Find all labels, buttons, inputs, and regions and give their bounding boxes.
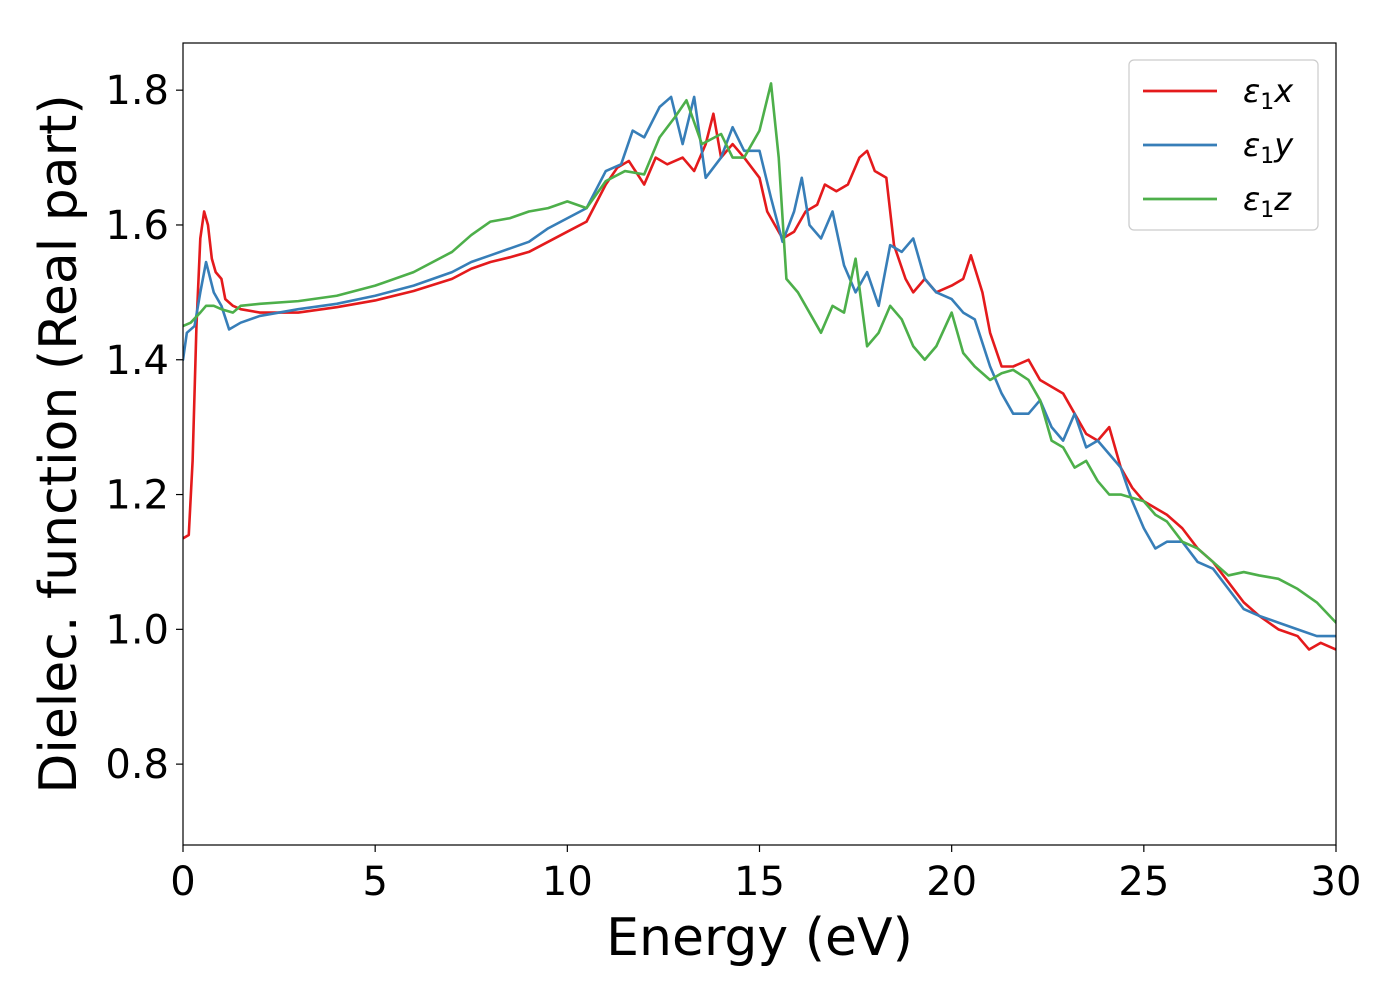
legend-label-y: ε1y bbox=[1243, 126, 1294, 169]
x-tick-label: 20 bbox=[926, 859, 977, 905]
y-axis-title: Dielec. function (Real part) bbox=[29, 94, 89, 793]
x-tick-label: 0 bbox=[170, 859, 195, 905]
y-tick-label: 1.4 bbox=[105, 338, 169, 384]
legend-label-z: ε1z bbox=[1243, 180, 1292, 223]
x-tick-label: 10 bbox=[542, 859, 593, 905]
series-line-x bbox=[183, 112, 1336, 651]
y-tick-label: 1.0 bbox=[105, 607, 169, 653]
legend: ε1x ε1y ε1z bbox=[1128, 59, 1319, 231]
x-tick-label: 15 bbox=[734, 859, 785, 905]
legend-box bbox=[1128, 59, 1319, 231]
x-tick-label: 5 bbox=[362, 859, 387, 905]
x-tick-label: 25 bbox=[1118, 859, 1169, 905]
y-tick-label: 0.8 bbox=[105, 742, 169, 788]
series-lines bbox=[183, 82, 1336, 651]
y-axis-ticks: 0.8 1.0 1.2 1.4 1.6 1.8 bbox=[105, 68, 183, 788]
y-tick-label: 1.6 bbox=[105, 203, 169, 249]
legend-label-x: ε1x bbox=[1243, 72, 1294, 115]
y-tick-label: 1.2 bbox=[105, 473, 169, 519]
x-tick-label: 30 bbox=[1311, 859, 1362, 905]
x-axis-ticks: 0 5 10 15 20 25 30 bbox=[170, 845, 1361, 905]
x-axis-title: Energy (eV) bbox=[606, 908, 913, 968]
series-line-z bbox=[183, 82, 1336, 624]
y-tick-label: 1.8 bbox=[105, 68, 169, 114]
series-line-y bbox=[183, 95, 1336, 638]
